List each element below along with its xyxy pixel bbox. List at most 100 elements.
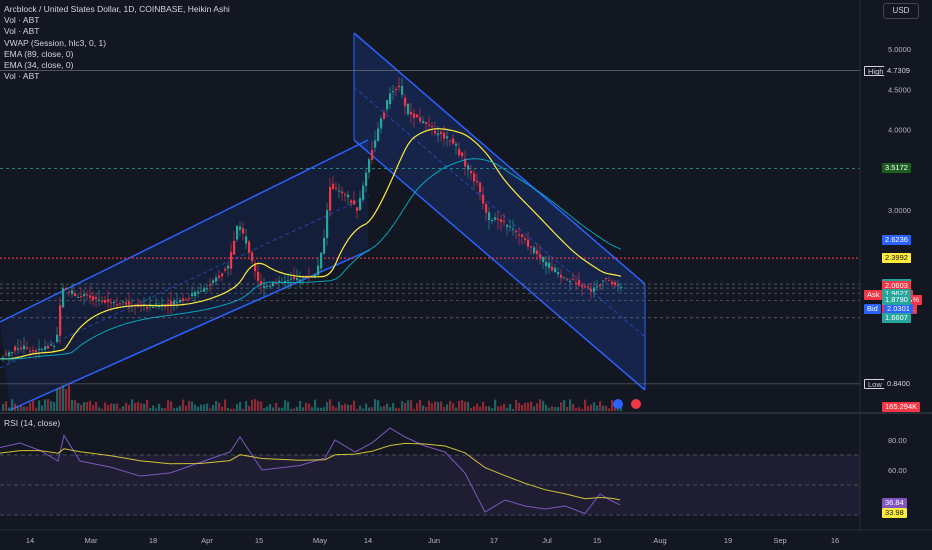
legend-vwap[interactable]: VWAP (Session, hlc3, 0, 1) bbox=[4, 37, 107, 48]
volume-bar bbox=[248, 406, 251, 411]
candle-body bbox=[383, 112, 386, 119]
volume-bar bbox=[50, 401, 53, 411]
candle-body bbox=[539, 254, 542, 258]
volume-bar bbox=[146, 399, 149, 411]
volume-bar bbox=[557, 406, 560, 411]
volume-bar bbox=[431, 403, 434, 411]
legend: Arcblock / United States Dollar, 1D, COI… bbox=[4, 4, 230, 82]
ema34-line bbox=[0, 128, 622, 360]
price-tick-label: 4.5000 bbox=[888, 85, 911, 94]
legend-ema89[interactable]: EMA (89, close, 0) bbox=[4, 48, 74, 59]
candle-body bbox=[362, 185, 365, 200]
volume-bar bbox=[95, 401, 98, 411]
volume-bar bbox=[422, 405, 425, 411]
volume-bar bbox=[335, 407, 338, 411]
legend-vol-2[interactable]: Vol · ABT bbox=[4, 26, 40, 37]
volume-bar bbox=[437, 402, 440, 411]
candle-body bbox=[536, 250, 539, 254]
candle-body bbox=[224, 268, 227, 271]
volume-bar bbox=[614, 407, 617, 411]
candle-body bbox=[497, 218, 500, 220]
level-1962-tag[interactable]: 1.9627 bbox=[882, 288, 911, 299]
ema89-tag[interactable]: 2.6236 bbox=[882, 235, 911, 246]
candle-body bbox=[107, 299, 110, 302]
candle-body bbox=[248, 241, 251, 253]
rsi-legend[interactable]: RSI (14, close) bbox=[4, 418, 61, 428]
rsi-value-tag[interactable]: 33.98 bbox=[882, 508, 907, 519]
legend-vol-1[interactable]: Vol · ABT bbox=[4, 15, 40, 26]
volume-bar bbox=[260, 401, 263, 411]
legend-vol-3[interactable]: Vol · ABT bbox=[4, 71, 40, 82]
ema34-tag[interactable]: 2.3992 bbox=[882, 253, 911, 264]
volume-bar bbox=[434, 401, 437, 411]
volume-bar bbox=[173, 408, 176, 411]
rsi-value-tag[interactable]: 36.84 bbox=[882, 497, 907, 508]
level-1879-tag[interactable]: 1.8790 bbox=[882, 295, 911, 306]
volume-bar bbox=[377, 400, 380, 411]
high-tag[interactable]: 4.7309 bbox=[884, 65, 913, 76]
volume-bar bbox=[461, 400, 464, 411]
candle-body bbox=[161, 303, 164, 307]
legend-ema34[interactable]: EMA (34, close, 0) bbox=[4, 60, 74, 71]
candle-body bbox=[263, 285, 266, 288]
candle-body bbox=[359, 198, 362, 210]
candle-body bbox=[386, 100, 389, 110]
volume-bar bbox=[356, 408, 359, 411]
level-3517-tag[interactable]: 3.5172 bbox=[882, 163, 911, 174]
bid-tag[interactable]: 2.0301 bbox=[884, 304, 913, 315]
volume-bar bbox=[305, 402, 308, 411]
volume-bar bbox=[500, 405, 503, 411]
volume-bar bbox=[395, 407, 398, 411]
candle-body bbox=[29, 350, 32, 352]
candle-body bbox=[401, 86, 404, 95]
lightning-icon bbox=[613, 399, 623, 409]
candle-body bbox=[434, 130, 437, 134]
candle-body bbox=[554, 267, 557, 273]
candle-body bbox=[326, 210, 329, 239]
candle-body bbox=[290, 278, 293, 280]
time-tick-label: Apr bbox=[201, 536, 213, 545]
volume-bar bbox=[62, 385, 65, 411]
candle-body bbox=[305, 275, 308, 277]
volume-bar bbox=[110, 403, 113, 411]
volume-bar bbox=[179, 405, 182, 411]
candle-body bbox=[266, 285, 269, 287]
candle-body bbox=[44, 346, 47, 350]
volume-bar bbox=[269, 404, 272, 411]
volume-bar bbox=[491, 408, 494, 411]
candle-body bbox=[602, 280, 605, 282]
volume-bar bbox=[287, 401, 290, 411]
volume-bar bbox=[266, 406, 269, 411]
candle-body bbox=[596, 286, 599, 288]
candle-body bbox=[74, 293, 77, 297]
volume-bar bbox=[401, 401, 404, 411]
candle-body bbox=[389, 93, 392, 105]
candle-body bbox=[527, 239, 530, 247]
candle-body bbox=[473, 173, 476, 182]
candle-body bbox=[425, 121, 428, 124]
volume-bar bbox=[608, 408, 611, 411]
candle-body bbox=[155, 303, 158, 305]
candle-body bbox=[146, 306, 149, 309]
level-1660-tag[interactable]: 1.6607 bbox=[882, 312, 911, 323]
legend-title[interactable]: Arcblock / United States Dollar, 1D, COI… bbox=[4, 4, 230, 14]
candle-body bbox=[323, 237, 326, 254]
candle-body bbox=[47, 345, 50, 349]
volume-bar bbox=[41, 405, 44, 411]
volume-bar bbox=[77, 402, 80, 411]
volume-tag[interactable]: 165.294K bbox=[882, 402, 921, 412]
volume-bar bbox=[128, 404, 131, 411]
volume-bar bbox=[302, 407, 305, 411]
candle-body bbox=[548, 262, 551, 269]
low-tag[interactable]: 0.8400 bbox=[884, 378, 913, 389]
candle-body bbox=[236, 225, 239, 240]
volume-bar bbox=[191, 401, 194, 411]
last-price-tag[interactable]: 2.0603 bbox=[882, 280, 911, 291]
candle-body bbox=[80, 295, 83, 297]
currency-button[interactable]: USD bbox=[883, 3, 919, 19]
volume-bar bbox=[200, 404, 203, 411]
candle-body bbox=[533, 247, 536, 254]
candle-body bbox=[275, 283, 278, 285]
volume-bar bbox=[536, 403, 539, 411]
